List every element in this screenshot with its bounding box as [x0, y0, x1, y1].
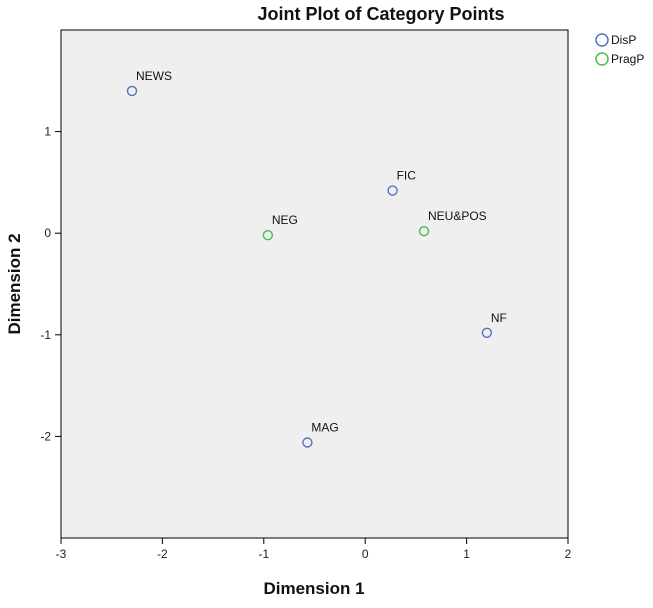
x-tick-label: 1: [463, 547, 470, 561]
point-label: FIC: [397, 169, 417, 183]
x-tick-label: -3: [56, 547, 67, 561]
y-tick-label: 1: [44, 125, 51, 139]
y-tick-label: -1: [40, 328, 51, 342]
point-label: NEWS: [136, 69, 172, 83]
data-points: NEWS FIC NF MAG NEG NEU&POS: [126, 69, 507, 448]
point-label: NF: [491, 311, 507, 325]
legend-marker: [595, 52, 609, 66]
data-point-news: [126, 85, 138, 97]
legend-marker: [595, 33, 609, 47]
chart-title: Joint Plot of Category Points: [257, 4, 504, 24]
y-axis-ticks: -2 -1 0 1: [40, 125, 61, 443]
x-tick-label: -2: [157, 547, 168, 561]
data-point-neg: [262, 230, 274, 241]
x-tick-label: 2: [565, 547, 572, 561]
point-label: MAG: [311, 420, 338, 434]
y-axis-label: Dimension 2: [5, 233, 24, 334]
data-point-nf: [481, 327, 493, 338]
point-label: NEG: [272, 213, 298, 227]
data-point-neu-pos: [418, 225, 430, 237]
x-tick-label: -1: [258, 547, 269, 561]
x-axis-ticks: -3 -2 -1 0 1 2: [56, 538, 572, 561]
plot-area: [60, 29, 569, 539]
y-tick-label: 0: [44, 226, 51, 240]
data-point-mag: [302, 437, 313, 448]
x-tick-label: 0: [362, 547, 369, 561]
y-tick-label: -2: [40, 429, 51, 443]
legend: DisP PragP: [595, 33, 644, 66]
x-axis-label: Dimension 1: [263, 579, 364, 598]
point-label: NEU&POS: [428, 209, 487, 223]
data-point-fic: [387, 185, 398, 196]
legend-label: PragP: [611, 52, 644, 66]
legend-label: DisP: [611, 33, 636, 47]
